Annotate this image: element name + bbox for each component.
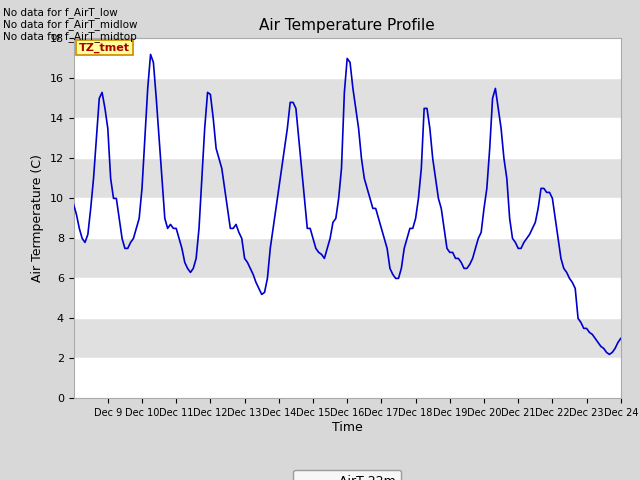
Text: TZ_tmet: TZ_tmet <box>79 42 130 53</box>
Text: No data for f_AirT_low: No data for f_AirT_low <box>3 7 118 18</box>
Bar <box>74 239 621 278</box>
X-axis label: Time: Time <box>332 421 363 434</box>
Bar <box>74 318 621 359</box>
Bar <box>74 359 621 398</box>
Bar <box>74 119 621 158</box>
Text: No data for f_AirT_midtop: No data for f_AirT_midtop <box>3 31 137 42</box>
Bar <box>74 278 621 318</box>
Text: No data for f_AirT_midlow: No data for f_AirT_midlow <box>3 19 138 30</box>
Bar <box>74 158 621 198</box>
Legend: AirT 22m: AirT 22m <box>293 470 401 480</box>
Bar <box>74 38 621 78</box>
Bar <box>74 78 621 119</box>
Y-axis label: Air Termperature (C): Air Termperature (C) <box>31 155 44 282</box>
Title: Air Temperature Profile: Air Temperature Profile <box>259 18 435 33</box>
Bar <box>74 198 621 239</box>
